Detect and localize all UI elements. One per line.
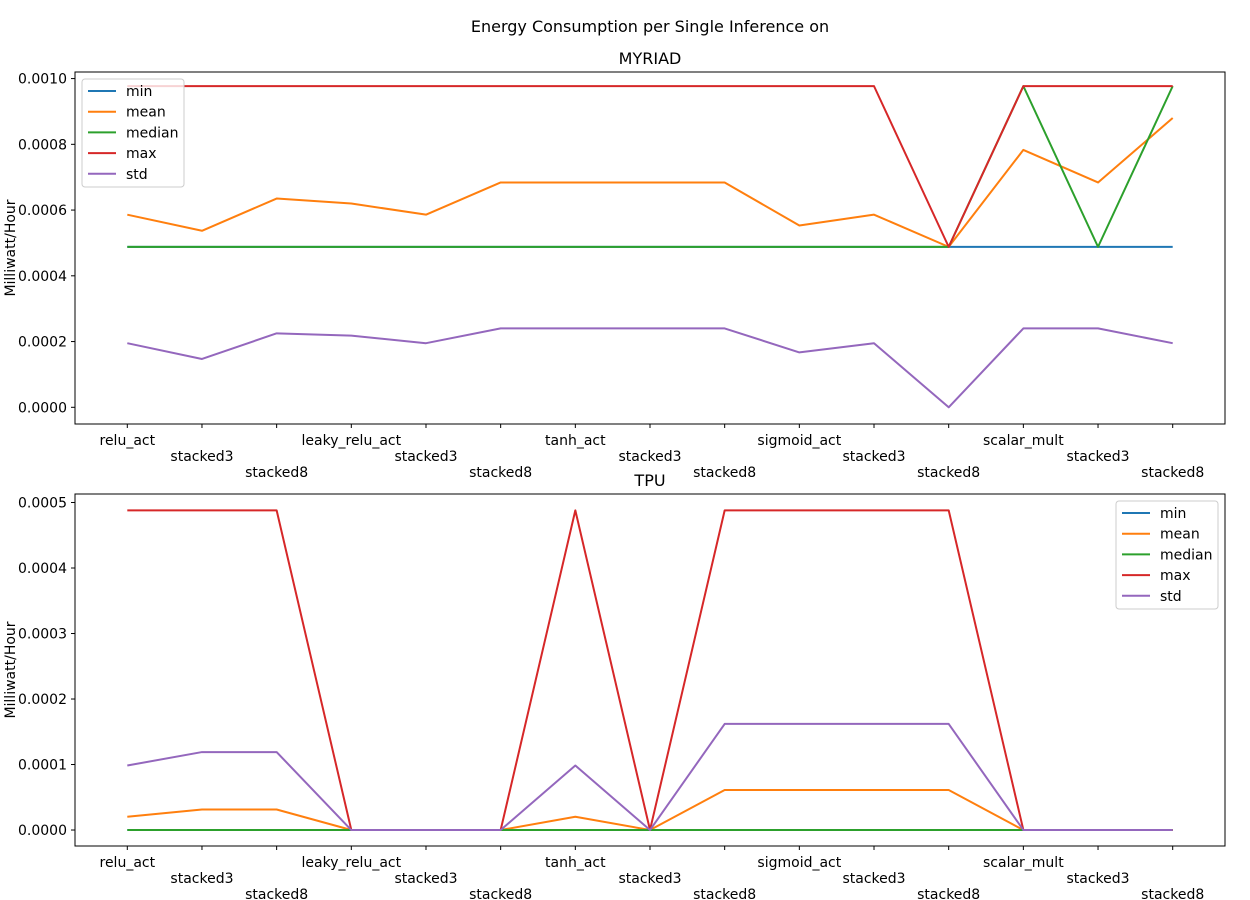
- series-line-std: [127, 722, 1173, 832]
- x-tick-label: stacked3: [394, 449, 457, 465]
- subplot-title: TPU: [633, 471, 665, 490]
- x-tick-label: stacked8: [693, 465, 756, 481]
- subplot-2: TPU 0.0000 0.0001 0.0002 0.0003 0.0004 0.0005 M…: [3, 471, 1226, 900]
- x-tick-label: stacked8: [693, 887, 756, 900]
- legend-label-mean: mean: [126, 105, 166, 121]
- y-tick-label: 0.0004: [18, 561, 67, 577]
- y-tick-label: 0.0001: [18, 758, 67, 774]
- x-tick-label: stacked3: [170, 449, 233, 465]
- legend-label-max: max: [1160, 568, 1191, 584]
- series-line-std: [127, 327, 1173, 409]
- x-tick-label: stacked8: [1141, 465, 1204, 481]
- subplot-title: MYRIAD: [619, 49, 682, 68]
- y-tick-label: 0.0006: [18, 203, 67, 219]
- x-tick-label: stacked8: [469, 465, 532, 481]
- legend-label-min: min: [1160, 506, 1186, 522]
- y-tick-label: 0.0005: [18, 496, 67, 512]
- x-tick-label: stacked3: [842, 449, 905, 465]
- x-tick-label: leaky_relu_act: [302, 855, 402, 871]
- y-tick-label: 0.0008: [18, 137, 67, 153]
- series-line-median: [127, 85, 1174, 248]
- x-tick-label: tanh_act: [545, 433, 606, 449]
- x-tick-label: relu_act: [100, 855, 156, 871]
- x-tick-label: stacked3: [1066, 871, 1129, 887]
- legend-box: [1115, 500, 1219, 610]
- y-tick-label: 0.0010: [18, 72, 67, 88]
- x-tick-label: stacked3: [618, 871, 681, 887]
- x-tick-label: stacked8: [469, 887, 532, 900]
- x-tick-label: stacked3: [394, 871, 457, 887]
- x-tick-label: stacked8: [917, 465, 980, 481]
- legend-label-median: median: [126, 125, 178, 141]
- y-tick-label: 0.0002: [18, 335, 67, 351]
- x-tick-label: stacked8: [1141, 887, 1204, 900]
- x-tick-label: sigmoid_act: [757, 433, 841, 449]
- series-line-max: [127, 85, 1173, 248]
- legend-label-std: std: [1160, 589, 1182, 605]
- legend-label-median: median: [1160, 547, 1212, 563]
- plot-frame: [74, 493, 1226, 847]
- x-tick-label: stacked8: [245, 887, 308, 900]
- x-tick-label: stacked3: [1066, 449, 1129, 465]
- x-tick-label: scalar_mult: [983, 855, 1064, 871]
- plot-frame: [74, 71, 1226, 425]
- y-axis-label: Milliwatt/Hour: [3, 621, 19, 718]
- x-tick-label: stacked3: [842, 871, 905, 887]
- x-tick-label: sigmoid_act: [757, 855, 841, 871]
- legend-label-mean: mean: [1160, 527, 1200, 543]
- x-tick-label: relu_act: [100, 433, 156, 449]
- legend-box: [81, 78, 185, 188]
- legend-label-min: min: [126, 84, 152, 100]
- legend-label-std: std: [126, 167, 148, 183]
- legend-label-max: max: [126, 146, 157, 162]
- y-tick-label: 0.0002: [18, 692, 67, 708]
- x-tick-label: stacked8: [917, 887, 980, 900]
- x-tick-label: leaky_relu_act: [302, 433, 402, 449]
- x-tick-label: stacked8: [245, 465, 308, 481]
- y-axis-label: Milliwatt/Hour: [3, 199, 19, 296]
- x-tick-label: scalar_mult: [983, 433, 1064, 449]
- x-tick-label: stacked3: [170, 871, 233, 887]
- y-tick-label: 0.0004: [18, 269, 67, 285]
- series-line-mean: [127, 117, 1174, 248]
- x-tick-label: tanh_act: [545, 855, 606, 871]
- y-tick-label: 0.0000: [18, 400, 67, 416]
- subplot-1: MYRIAD 0.0000 0.0002 0.0004 0.0006 0.0008 0.00…: [3, 49, 1226, 481]
- y-tick-label: 0.0000: [18, 823, 67, 839]
- x-tick-label: stacked3: [618, 449, 681, 465]
- figure-suptitle: Energy Consumption per Single Inference …: [471, 17, 829, 36]
- y-tick-label: 0.0003: [18, 627, 67, 643]
- series-line-max: [127, 509, 1173, 832]
